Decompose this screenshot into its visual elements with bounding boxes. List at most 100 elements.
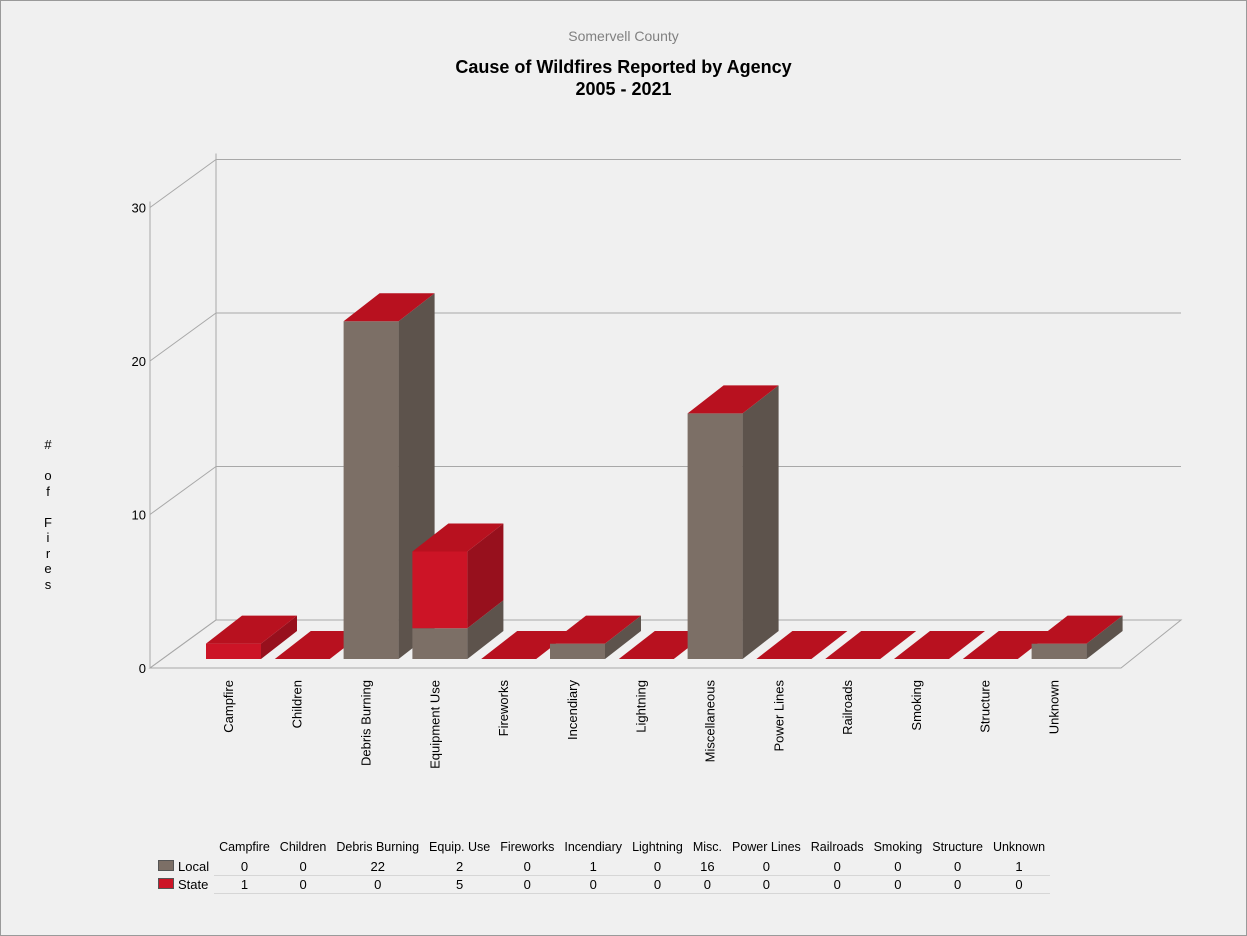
x-tick-label: Incendiary <box>565 680 580 740</box>
bar-local-front <box>687 413 743 659</box>
bar-local-side <box>1086 615 1123 659</box>
chart-title-years: 2005 - 2021 <box>575 79 672 99</box>
table-row: Local 0 0 22 2 0 1 0 16 0 0 0 0 1 <box>156 858 1051 876</box>
bar-top-cap <box>481 631 573 659</box>
bar-top-cap <box>687 385 779 414</box>
gridline-side <box>149 312 217 362</box>
x-tick-label: Fireworks <box>496 680 511 737</box>
bar-top-cap <box>274 631 366 659</box>
y-tick-label: 30 <box>132 201 146 216</box>
y-tick-label: 20 <box>132 354 146 369</box>
table-cell: 0 <box>868 858 928 876</box>
table-cell: 0 <box>559 875 628 894</box>
table-cell: 0 <box>687 875 727 894</box>
bar-top-cap <box>894 631 985 659</box>
bar-local-front <box>1031 643 1087 659</box>
table-column-header: Power Lines <box>731 840 801 854</box>
chart-subtitle: Somervell County <box>568 28 679 44</box>
bar-local-front <box>412 628 468 659</box>
table-column-header: Fireworks <box>500 840 555 854</box>
table-cell: 22 <box>331 858 425 876</box>
table-cell: 0 <box>805 858 869 876</box>
table-column-header: Incendiary <box>564 840 623 854</box>
table-cell: 0 <box>331 875 425 894</box>
table-column-header: Misc. <box>692 840 722 854</box>
table-column-header: Unknown <box>992 840 1046 854</box>
table-cell: 0 <box>868 875 928 894</box>
table-column-header: Smoking <box>873 840 923 854</box>
table-cell: 0 <box>495 858 560 876</box>
x-tick-label: Miscellaneous <box>703 680 718 763</box>
table-column-header: Equip. Use <box>429 840 491 854</box>
grid-layer <box>148 153 1183 669</box>
table-cell: 16 <box>687 858 727 876</box>
legend-swatch <box>158 878 174 889</box>
x-tick-label: Campfire <box>221 680 236 733</box>
x-tick-label: Children <box>290 680 305 728</box>
bar-top-cap <box>206 615 297 644</box>
bar-top-cap <box>825 631 917 659</box>
legend-entry: State <box>156 876 214 894</box>
gridline-side <box>149 159 217 208</box>
table-column-header: Children <box>279 840 327 854</box>
table-row: State 1 0 0 5 0 0 0 0 0 0 0 0 0 <box>156 875 1051 894</box>
bar-state-front <box>206 643 261 659</box>
x-tick-label: Debris Burning <box>359 680 374 766</box>
x-tick-label: Power Lines <box>771 680 786 752</box>
bar-top-cap <box>550 615 641 644</box>
table-cell: 0 <box>274 875 332 894</box>
table-cell: 0 <box>987 875 1051 894</box>
bar-top-cap <box>1031 615 1123 644</box>
bar-state-side <box>261 615 297 659</box>
data-table: Campfire Children Debris Burning Equip. Use… <box>156 838 1051 894</box>
table-cell: 1 <box>987 858 1051 876</box>
table-cell: 0 <box>627 875 688 894</box>
x-tick-label: Smoking <box>909 680 924 731</box>
table-column-header: Lightning <box>632 840 683 854</box>
bar-local-front <box>550 643 605 659</box>
label-layer: 0 10 20 30 Campfire Children Debris Burning Equ… <box>132 201 1062 769</box>
table-cell: 0 <box>726 875 806 894</box>
legend-label: Local <box>178 859 210 875</box>
table-cell: 0 <box>627 858 688 876</box>
table-cell: 1 <box>559 858 628 876</box>
bar-top-cap <box>618 631 710 659</box>
x-tick-label: Unknown <box>1047 680 1062 734</box>
y-tick-label: 10 <box>132 508 146 523</box>
bar-layer <box>206 293 1123 659</box>
table-cell: 1 <box>214 875 275 894</box>
table-cell: 0 <box>214 858 275 876</box>
legend-entry: Local <box>156 858 214 876</box>
bar-local-front <box>343 321 399 659</box>
bar-top-cap <box>962 631 1054 659</box>
bar-top-cap <box>756 631 848 659</box>
legend-swatch <box>158 860 174 872</box>
bar-state-side <box>467 523 504 629</box>
bar-top-cap <box>343 293 435 322</box>
table-cell: 0 <box>805 875 869 894</box>
bar-local-side <box>742 385 779 659</box>
table-column-header: Railroads <box>810 840 864 854</box>
table-cell: 0 <box>927 875 988 894</box>
table-column-header: Structure <box>932 840 983 854</box>
x-tick-label: Lightning <box>634 680 649 733</box>
gridline-side <box>149 619 217 669</box>
chart-title: Cause of Wildfires Reported by Agency <box>455 57 792 77</box>
table-cell: 0 <box>726 858 806 876</box>
x-tick-label: Structure <box>978 680 993 733</box>
table-cell: 5 <box>424 875 496 894</box>
table-cell: 2 <box>424 858 496 876</box>
y-tick-label: 0 <box>139 661 146 676</box>
gridline-side <box>149 466 217 515</box>
table-cell: 0 <box>274 858 332 876</box>
bar-local-side <box>467 600 504 659</box>
bar-state-front <box>412 551 468 629</box>
table-column-header: Campfire <box>219 840 270 854</box>
legend-label: State <box>178 877 209 892</box>
x-tick-label: Equipment Use <box>427 680 442 769</box>
y-axis-label: # o f F i r e s <box>44 437 52 592</box>
table-cell: 0 <box>927 858 988 876</box>
chart-plot-area: 0 10 20 30 Campfire Children Debris Burning Equ… <box>132 153 1183 769</box>
data-table-body: Local 0 0 22 2 0 1 0 16 0 0 0 0 1 State 1 0 0 5 0 0 0 0 0 0 0 0 0 <box>156 858 1051 894</box>
